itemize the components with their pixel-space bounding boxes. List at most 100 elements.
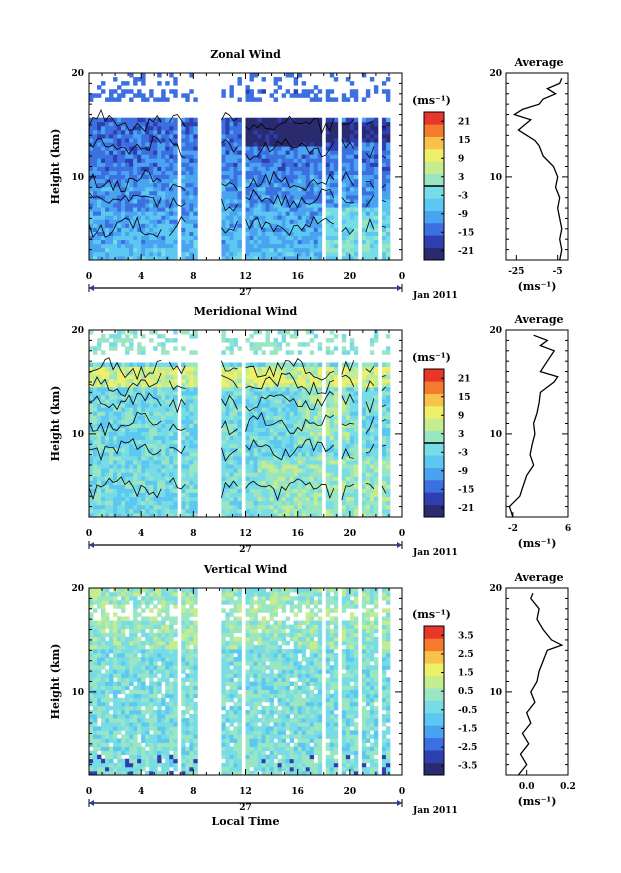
y-axis-label: Height (km)	[49, 386, 62, 462]
x-tick-label: 4	[138, 272, 144, 282]
colorbar-segment	[424, 235, 444, 248]
average-x-tick-label: 6	[565, 524, 571, 534]
colorbar-segment	[424, 369, 444, 382]
colorbar-segment	[424, 186, 444, 199]
average-y-tick-label: 10	[489, 430, 502, 440]
x-tick-label: 16	[291, 272, 304, 282]
x-tick-label: 16	[291, 529, 304, 539]
date-label: Jan 2011	[412, 806, 458, 816]
x-tick-label: 0	[86, 787, 92, 797]
colorbar-segment	[424, 443, 444, 456]
colorbar-tick-label: -1.5	[458, 724, 477, 734]
colorbar-tick-label: -3	[458, 191, 468, 201]
colorbar-segment	[424, 467, 444, 481]
colorbar-segment	[424, 112, 444, 125]
x-tick-label: 4	[138, 787, 144, 797]
x-tick-label: 8	[190, 787, 196, 797]
colorbar-segment	[424, 198, 444, 211]
colorbar-unit: (ms⁻¹)	[412, 351, 451, 364]
colorbar-tick-label: 0.5	[458, 687, 474, 697]
average-title: Average	[513, 56, 563, 69]
y-axis-label: Height (km)	[49, 644, 62, 720]
colorbar-segment	[424, 124, 444, 137]
x-tick-label: 20	[344, 529, 357, 539]
colorbar-segment	[424, 638, 444, 652]
average-profile-line	[508, 334, 559, 518]
x-tick-label: 20	[344, 787, 357, 797]
colorbar-tick-label: 3.5	[458, 631, 474, 641]
average-x-tick-label: 0.2	[560, 782, 576, 792]
colorbar-segment	[424, 688, 444, 701]
date-tick-label: 27	[239, 288, 252, 298]
x-axis-label: Local Time	[212, 815, 280, 828]
average-x-tick-label: -2	[508, 524, 518, 534]
colorbar: (ms⁻¹) 3.5 2.5 1.5 0.5 -0.5 -1.5 -2.5 -3.5	[412, 608, 477, 776]
colorbar-segment	[424, 455, 444, 468]
x-tick-label: 8	[190, 272, 196, 282]
colorbar-segment	[424, 210, 444, 224]
colorbar-tick-label: -2.5	[458, 743, 477, 753]
x-tick-label: 8	[190, 529, 196, 539]
colorbar-segment	[424, 492, 444, 505]
date-tick-label: 27	[239, 545, 252, 555]
date-axis: 27 Jan 2011	[88, 799, 458, 816]
colorbar-segment	[424, 626, 444, 639]
average-y-tick-label: 10	[489, 173, 502, 183]
colorbar-tick-label: 9	[458, 411, 464, 421]
colorbar-segment	[424, 737, 444, 751]
date-label: Jan 2011	[412, 291, 458, 301]
date-axis: 27 Jan 2011	[88, 284, 458, 301]
x-tick-label: 12	[239, 787, 252, 797]
x-ticks: 0 4 8 12 16 20 0	[86, 330, 405, 539]
colorbar-tick-label: 15	[458, 136, 471, 146]
colorbar-segment	[424, 149, 444, 162]
y-tick-label: 20	[71, 69, 84, 79]
average-profile-line	[517, 592, 564, 776]
colorbar-segment	[424, 223, 444, 236]
colorbar-tick-label: 3	[458, 173, 464, 183]
colorbar-segment	[424, 700, 444, 714]
average-y-tick-label: 20	[489, 69, 502, 79]
colorbar-tick-label: -3.5	[458, 762, 477, 772]
average-title: Average	[513, 313, 563, 326]
colorbar-segment	[424, 762, 444, 776]
panel-title: Zonal Wind	[210, 48, 281, 61]
colorbar-unit: (ms⁻¹)	[412, 608, 451, 621]
colorbar-tick-label: 2.5	[458, 650, 474, 660]
colorbar: (ms⁻¹) 21 15 9 3 -3 -9 -15 -21	[412, 94, 474, 261]
colorbar-segment	[424, 650, 444, 664]
date-axis: 27 Jan 2011	[88, 541, 458, 558]
average-y-tick-label: 10	[489, 688, 502, 698]
average-title: Average	[513, 571, 563, 584]
x-tick-label: 12	[239, 272, 252, 282]
colorbar-tick-label: -15	[458, 228, 474, 238]
y-tick-label: 20	[71, 326, 84, 336]
colorbar-tick-label: 15	[458, 393, 471, 403]
x-tick-label: 20	[344, 272, 357, 282]
average-unit: (ms⁻¹)	[518, 537, 557, 550]
y-tick-label: 10	[71, 688, 84, 698]
average-profile-line	[512, 77, 563, 261]
average-profile-panel: Average 20 10 -2 6 (ms⁻¹)	[489, 313, 571, 550]
colorbar-tick-label: 3	[458, 430, 464, 440]
colorbar-tick-label: -9	[458, 467, 468, 477]
y-tick-label: 10	[71, 173, 84, 183]
colorbar-tick-label: -9	[458, 210, 468, 220]
average-unit: (ms⁻¹)	[518, 795, 557, 808]
colorbar-tick-label: -3	[458, 448, 468, 458]
colorbar-tick-label: 21	[458, 117, 471, 127]
colorbar-tick-label: 1.5	[458, 669, 474, 679]
x-tick-label: 0	[86, 529, 92, 539]
y-axis-label: Height (km)	[49, 129, 62, 205]
colorbar-tick-label: -15	[458, 485, 474, 495]
average-profile-panel: Average 20 10 0.0 0.2(ms⁻¹)	[489, 571, 575, 808]
average-y-tick-label: 20	[489, 326, 502, 336]
colorbar-segment	[424, 480, 444, 493]
average-y-tick-label: 20	[489, 584, 502, 594]
